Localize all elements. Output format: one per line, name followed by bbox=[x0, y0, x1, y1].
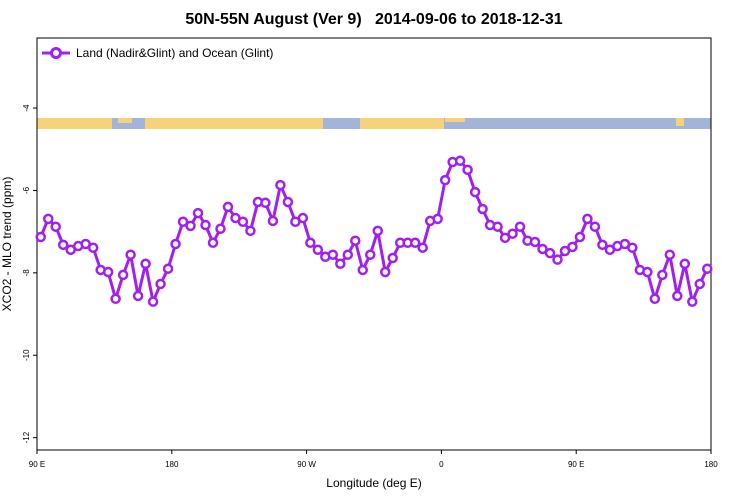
data-point bbox=[702, 263, 713, 274]
data-point bbox=[409, 237, 421, 249]
data-point bbox=[582, 213, 593, 225]
x-tick-label: 180 bbox=[165, 460, 179, 469]
data-point bbox=[245, 225, 256, 237]
data-point bbox=[514, 221, 526, 232]
y-tick-label: -10 bbox=[22, 349, 31, 361]
y-tick-label: -12 bbox=[22, 431, 31, 443]
data-point bbox=[387, 252, 398, 264]
data-point bbox=[687, 296, 698, 307]
data-point bbox=[454, 155, 466, 167]
data-point bbox=[672, 290, 683, 302]
data-point bbox=[42, 213, 54, 225]
data-point bbox=[215, 223, 226, 235]
data-point bbox=[327, 249, 339, 260]
data-point bbox=[350, 235, 361, 246]
data-point bbox=[140, 258, 151, 270]
x-tick-label: 90 E bbox=[29, 460, 45, 469]
data-point bbox=[335, 258, 346, 270]
data-point bbox=[649, 293, 661, 305]
data-point bbox=[657, 269, 668, 281]
y-tick-label: -4 bbox=[22, 104, 31, 112]
data-point bbox=[102, 266, 114, 278]
data-point bbox=[537, 243, 548, 255]
data-point bbox=[559, 245, 571, 257]
x-tick-label: 90 W bbox=[297, 460, 316, 469]
data-point bbox=[155, 278, 166, 290]
data-point bbox=[260, 197, 271, 209]
data-point bbox=[379, 266, 391, 278]
data-point bbox=[132, 290, 144, 302]
legend-marker bbox=[50, 47, 62, 59]
data-point bbox=[627, 242, 638, 253]
data-point bbox=[57, 239, 69, 251]
data-point bbox=[372, 225, 383, 237]
land-strip bbox=[145, 118, 323, 129]
data-point bbox=[35, 231, 46, 243]
data-point bbox=[200, 219, 211, 231]
chart-title: 50N-55N August (Ver 9) 2014-09-06 to 201… bbox=[185, 11, 562, 28]
data-point bbox=[110, 293, 121, 305]
data-point bbox=[432, 213, 443, 225]
x-tick-label: 90 E bbox=[568, 460, 584, 469]
data-point bbox=[50, 221, 61, 232]
data-point bbox=[439, 174, 451, 186]
x-axis-label: Longitude (deg E) bbox=[326, 476, 421, 490]
data-point bbox=[185, 220, 196, 232]
data-point bbox=[597, 239, 608, 251]
data-point bbox=[207, 237, 219, 249]
land-strip bbox=[37, 118, 112, 129]
data-point bbox=[357, 264, 369, 276]
data-point bbox=[544, 247, 556, 259]
data-point bbox=[499, 232, 511, 244]
data-point bbox=[552, 254, 563, 265]
data-point bbox=[589, 221, 601, 232]
land-strip bbox=[118, 118, 132, 123]
land-strip bbox=[360, 118, 444, 129]
y-tick-label: -8 bbox=[22, 269, 31, 277]
data-point bbox=[694, 278, 706, 290]
data-point bbox=[574, 231, 586, 243]
data-point bbox=[222, 201, 234, 213]
data-point bbox=[507, 228, 518, 239]
x-tick-label: 180 bbox=[704, 460, 718, 469]
data-point bbox=[342, 249, 354, 260]
data-point bbox=[469, 186, 481, 198]
data-point bbox=[305, 237, 316, 249]
legend-label: Land (Nadir&Glint) and Ocean (Glint) bbox=[76, 46, 273, 60]
data-point bbox=[192, 207, 204, 219]
plot-frame bbox=[36, 37, 712, 451]
data-point bbox=[125, 249, 136, 260]
surface-strip bbox=[37, 118, 711, 129]
data-point bbox=[282, 196, 294, 208]
legend: Land (Nadir&Glint) and Ocean (Glint) bbox=[42, 46, 273, 60]
data-point bbox=[162, 263, 174, 274]
land-strip bbox=[676, 118, 684, 126]
data-point bbox=[642, 266, 653, 278]
land-strip bbox=[445, 118, 465, 122]
data-point bbox=[679, 258, 691, 270]
data-point bbox=[117, 269, 129, 281]
data-point bbox=[477, 203, 488, 215]
x-tick-label: 0 bbox=[439, 460, 444, 469]
data-point bbox=[664, 249, 676, 260]
data-point bbox=[529, 236, 541, 248]
data-point bbox=[237, 216, 249, 228]
data-point bbox=[417, 242, 428, 253]
data-point bbox=[170, 238, 181, 250]
data-point bbox=[492, 221, 503, 232]
data-point bbox=[147, 296, 159, 307]
data-point bbox=[365, 249, 376, 260]
data-point bbox=[297, 212, 309, 224]
data-point bbox=[267, 215, 279, 227]
data-point bbox=[275, 179, 286, 191]
data-point bbox=[312, 244, 324, 256]
data-point bbox=[567, 241, 578, 253]
y-tick-label: -6 bbox=[22, 186, 31, 194]
y-axis-label: XCO2 - MLO trend (ppm) bbox=[0, 177, 14, 312]
data-point bbox=[462, 164, 473, 176]
data-point bbox=[87, 242, 99, 253]
data-point bbox=[177, 216, 189, 228]
